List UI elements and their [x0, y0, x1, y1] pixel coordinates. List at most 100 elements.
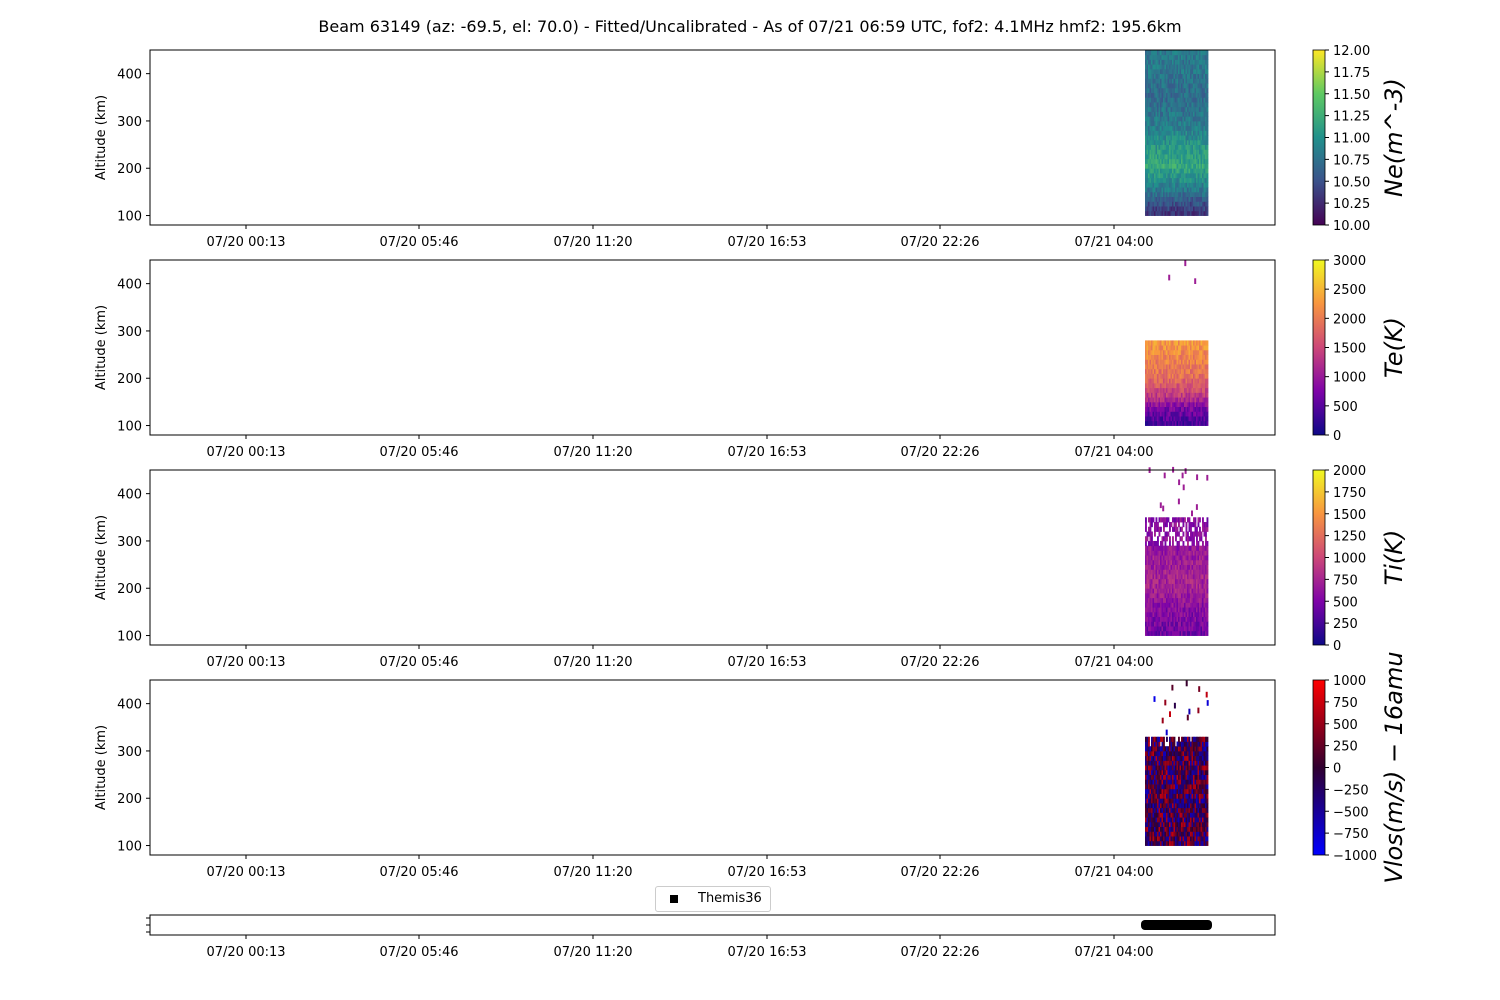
heatmap-cell-ti — [1187, 611, 1189, 618]
heatmap-cell-te — [1145, 373, 1147, 379]
heatmap-cell-ne — [1175, 120, 1177, 127]
heatmap-cell-te — [1206, 359, 1209, 365]
heatmap-cell-ne — [1154, 59, 1156, 65]
heatmap-cell-vlos — [1188, 779, 1191, 785]
heatmap-cell-ne — [1145, 78, 1147, 84]
heatmap-cell-ti — [1145, 550, 1147, 556]
heatmap-cell-te — [1145, 382, 1147, 389]
heatmap-cell-ti — [1187, 569, 1189, 575]
heatmap-cell-te — [1197, 406, 1200, 412]
heatmap-cell-vlos — [1197, 746, 1200, 752]
heatmap-cell-ne — [1161, 191, 1164, 198]
heatmap-cell-te — [1194, 411, 1197, 417]
heatmap-cell-ti — [1190, 564, 1192, 570]
heatmap-cell-te — [1197, 345, 1200, 351]
heatmap-cell-ne — [1188, 210, 1191, 216]
heatmap-cell-ne — [1178, 78, 1180, 84]
heatmap-cell-ne — [1169, 125, 1171, 131]
heatmap-cell-ti — [1151, 555, 1153, 561]
heatmap-cell-ti — [1182, 540, 1185, 547]
heatmap-cell-ne — [1152, 120, 1155, 127]
heatmap-cell-ne — [1197, 201, 1200, 207]
heatmap-cell-te — [1158, 397, 1161, 403]
heatmap-cell-ne — [1197, 187, 1200, 193]
heatmap-cell-ti — [1169, 540, 1171, 547]
heatmap-cell-vlos — [1154, 779, 1156, 785]
heatmap-cell-ti — [1203, 545, 1206, 551]
heatmap-cell-te — [1175, 354, 1177, 360]
heatmap-cell-vlos — [1194, 836, 1197, 842]
heatmap-cell-ne — [1200, 111, 1203, 117]
heatmap-cell-ne — [1149, 210, 1152, 216]
heatmap-cell-vlos — [1200, 765, 1203, 771]
heatmap-cell-vlos — [1197, 779, 1200, 785]
heatmap-cell-te — [1151, 359, 1153, 365]
heatmap-cell-te — [1163, 354, 1165, 360]
heatmap-cell-ti — [1181, 630, 1183, 636]
heatmap-cell-ne — [1188, 163, 1191, 169]
heatmap-cell-ne — [1160, 83, 1162, 89]
heatmap-cell-te — [1179, 354, 1182, 360]
heatmap-cell-vlos — [1182, 779, 1185, 785]
heatmap-cell-ne — [1157, 92, 1159, 98]
heatmap-cell-ne — [1176, 120, 1179, 127]
heatmap-cell-ne — [1197, 144, 1200, 150]
heatmap-cell-ne — [1154, 130, 1156, 136]
heatmap-cell-ti — [1163, 588, 1165, 594]
heatmap-cell-te — [1200, 368, 1203, 374]
heatmap-cell-ti — [1194, 621, 1197, 627]
heatmap-cell-ti — [1170, 564, 1173, 570]
heatmap-cell-te — [1182, 345, 1185, 351]
heatmap-cell-vlos — [1146, 817, 1149, 823]
heatmap-cell-ne — [1151, 130, 1153, 136]
heatmap-cell-te — [1196, 378, 1198, 384]
colorbar-label-te: Te(K) — [1380, 317, 1408, 378]
heatmap-cell-vlos — [1170, 836, 1173, 842]
heatmap-cell-vlos — [1160, 736, 1162, 742]
heatmap-cell-vlos — [1167, 807, 1170, 813]
heatmap-cell-vlos — [1154, 741, 1156, 747]
heatmap-cell-ti — [1158, 607, 1161, 613]
heatmap-cell-te — [1158, 359, 1161, 365]
heatmap-cell-te — [1194, 382, 1197, 389]
heatmap-cell-ne — [1182, 154, 1185, 160]
heatmap-cell-ti — [1181, 626, 1183, 632]
heatmap-cell-ti — [1175, 545, 1177, 551]
heatmap-cell-ne — [1172, 73, 1174, 79]
heatmap-cell-vlos — [1158, 788, 1161, 794]
heatmap-cell-ne — [1158, 210, 1161, 216]
colorbar-tick-label-vlos: 0 — [1333, 762, 1341, 777]
heatmap-cell-vlos — [1188, 741, 1191, 747]
heatmap-cell-ti — [1151, 536, 1153, 542]
heatmap-cell-vlos — [1169, 779, 1171, 785]
heatmap-cell-vlos — [1190, 831, 1192, 837]
heatmap-cell-ti — [1188, 621, 1191, 627]
heatmap-cell-te — [1164, 392, 1167, 398]
heatmap-cell-ti — [1173, 517, 1176, 523]
heatmap-cell-ne — [1151, 149, 1153, 155]
heatmap-cell-te — [1148, 397, 1150, 403]
heatmap-cell-ne — [1169, 172, 1171, 179]
heatmap-cell-ti — [1166, 592, 1168, 599]
heatmap-cell-ne — [1170, 64, 1173, 70]
heatmap-cell-ne — [1181, 191, 1183, 198]
heatmap-cell-ne — [1191, 92, 1194, 98]
heatmap-cell-ti — [1188, 592, 1191, 599]
heatmap-cell-vlos — [1155, 821, 1158, 828]
heatmap-cell-ti — [1187, 536, 1189, 542]
heatmap-cell-vlos — [1155, 741, 1158, 747]
heatmap-cell-vlos — [1146, 736, 1149, 742]
heatmap-cell-ne — [1190, 73, 1192, 79]
heatmap-cell-vlos — [1200, 774, 1203, 780]
heatmap-cell-ti — [1163, 559, 1165, 565]
heatmap-cell-te — [1163, 397, 1165, 403]
heatmap-cell-ne — [1175, 102, 1177, 108]
heatmap-cell-vlos — [1154, 798, 1156, 804]
heatmap-cell-vlos — [1176, 760, 1179, 766]
heatmap-cell-te — [1205, 373, 1207, 379]
heatmap-cell-ne — [1146, 64, 1149, 70]
heatmap-cell-ne — [1170, 73, 1173, 79]
heatmap-cell-vlos — [1188, 784, 1191, 790]
heatmap-cell-ne — [1185, 182, 1188, 188]
heatmap-cell-ti — [1169, 592, 1171, 599]
